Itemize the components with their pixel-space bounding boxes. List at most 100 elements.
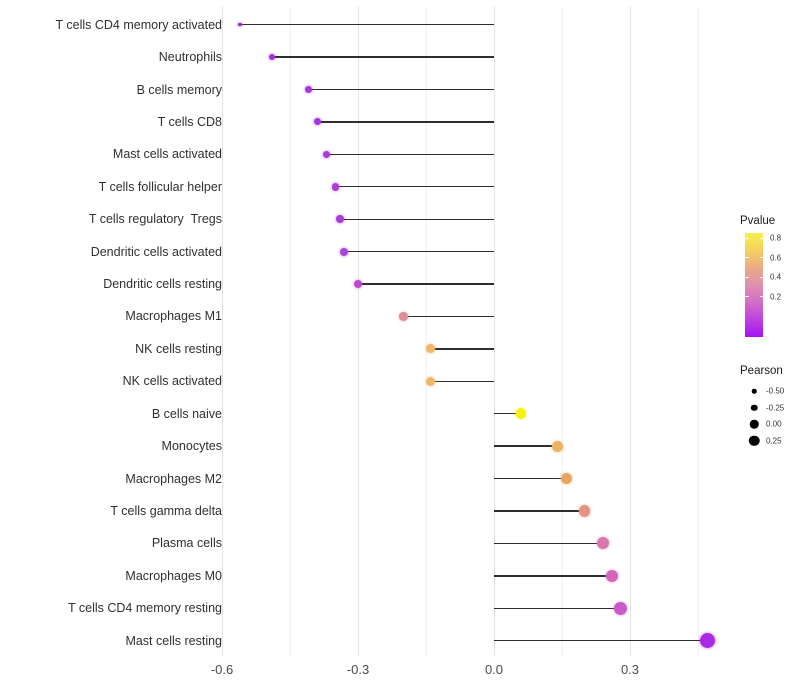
pearson-legend-label: -0.50: [766, 386, 785, 396]
lollipop-dot: [515, 408, 527, 419]
category-label: Mast cells activated: [112, 147, 222, 162]
lollipop-dot: [336, 215, 344, 223]
category-label: Monocytes: [161, 439, 222, 454]
pearson-legend-dot: [748, 435, 760, 446]
category-label: Macrophages M1: [125, 309, 222, 324]
lollipop-stick: [344, 250, 494, 253]
pearson-legend-label: -0.25: [766, 403, 785, 413]
legend: Pvalue 0.8 0.6 0.4 0.2 Pearson -0.50 -0.25 0.…: [740, 215, 800, 449]
pvalue-tick-label: 0.4: [770, 272, 782, 282]
lollipop-dot: [614, 601, 628, 615]
category-label: T cells regulatory Tregs: [88, 212, 222, 227]
x-tick-label: -0.3: [346, 662, 370, 677]
pvalue-legend-title: Pvalue: [740, 215, 776, 227]
pearson-legend-item: 0.25: [740, 433, 800, 450]
pvalue-tick-label: 0.8: [770, 233, 782, 243]
pvalue-tick-mark: [759, 257, 763, 259]
lollipop-dot: [322, 150, 331, 159]
gridline-major: [222, 6, 224, 656]
lollipop-dot: [331, 183, 340, 191]
lollipop-stick: [335, 186, 494, 188]
gridline-major: [358, 6, 359, 656]
pvalue-tick-mark: [745, 296, 749, 298]
lollipop-dot: [304, 86, 312, 94]
lollipop-dot: [340, 247, 349, 256]
lollipop-dot: [578, 505, 591, 517]
lollipop-dot: [313, 118, 321, 126]
lollipop-dot: [238, 22, 242, 27]
pearson-size-legend: Pearson -0.50 -0.25 0.00 0.25: [740, 365, 800, 449]
x-tick-label: 0.3: [620, 662, 640, 677]
pvalue-colorbar: 0.8 0.6 0.4 0.2: [740, 233, 800, 337]
lollipop-stick: [430, 348, 494, 350]
lollipop-dot: [699, 633, 715, 649]
pearson-legend-label: 0.00: [766, 419, 782, 429]
category-label: Plasma cells: [151, 536, 222, 551]
category-label: Neutrophils: [158, 50, 222, 65]
category-label: Macrophages M0: [125, 568, 222, 583]
pvalue-tick-mark: [745, 276, 749, 278]
pearson-legend-item: -0.25: [740, 400, 800, 417]
lollipop-stick: [317, 121, 494, 123]
lollipop-stick: [339, 218, 494, 220]
pvalue-gradient-bar: [745, 233, 763, 337]
category-label: NK cells activated: [122, 374, 222, 389]
lollipop-dot: [354, 280, 362, 289]
lollipop-stick: [240, 24, 494, 26]
lollipop-dot: [551, 440, 563, 452]
pvalue-tick-mark: [745, 237, 749, 239]
category-label: B cells naive: [151, 406, 222, 421]
pvalue-tick-mark: [759, 296, 763, 298]
lollipop-stick: [326, 153, 494, 156]
category-label: T cells gamma delta: [110, 504, 222, 518]
lollipop-stick: [494, 477, 567, 480]
category-label: NK cells resting: [135, 341, 222, 356]
pearson-legend-item: -0.50: [740, 383, 800, 400]
category-label: Dendritic cells activated: [90, 244, 222, 259]
category-label: Dendritic cells resting: [103, 277, 222, 292]
lollipop-dot: [399, 312, 408, 321]
lollipop-stick: [403, 315, 494, 318]
pearson-legend-title: Pearson: [740, 365, 783, 377]
lollipop-stick: [494, 575, 612, 577]
category-label: T cells CD8: [157, 114, 222, 129]
gridline-minor: [426, 6, 427, 656]
pearson-legend-dot: [750, 404, 758, 411]
pvalue-tick-label: 0.2: [770, 292, 782, 302]
lollipop-dot: [605, 569, 619, 583]
category-label: T cells follicular helper: [98, 179, 222, 194]
lollipop-dot: [561, 473, 573, 485]
lollipop-stick: [358, 283, 494, 285]
lollipop-stick: [494, 542, 603, 545]
pearson-legend-label: 0.25: [766, 436, 782, 446]
lollipop-stick: [271, 56, 494, 58]
lollipop-dot: [596, 537, 609, 550]
category-label: T cells CD4 memory activated: [55, 17, 223, 32]
x-tick-label: -0.6: [210, 662, 234, 677]
category-label: T cells CD4 memory resting: [68, 601, 222, 616]
gridline-minor: [561, 6, 563, 656]
pearson-legend-dot: [749, 420, 759, 429]
gridline-major: [629, 6, 631, 656]
gridline-major: [494, 6, 495, 656]
category-label: B cells memory: [136, 82, 222, 97]
lollipop-dot: [426, 344, 436, 354]
gridline-minor: [697, 6, 699, 656]
category-label: Macrophages M2: [125, 471, 222, 486]
lollipop-dot: [268, 54, 275, 61]
lollipop-stick: [494, 639, 708, 642]
pearson-legend-item: 0.00: [740, 416, 800, 433]
category-label: Mast cells resting: [125, 633, 222, 648]
x-tick-label: 0.0: [484, 662, 504, 677]
lollipop-stick: [494, 510, 585, 512]
lollipop-stick: [430, 380, 494, 382]
pvalue-tick-label: 0.6: [770, 253, 782, 263]
gridline-minor: [290, 6, 291, 656]
lollipop-stick: [494, 413, 522, 415]
lollipop-dot: [426, 376, 436, 386]
lollipop-stick: [308, 88, 494, 91]
lollipop-stick: [494, 445, 558, 447]
pvalue-tick-mark: [759, 276, 763, 278]
pvalue-tick-mark: [759, 237, 763, 239]
